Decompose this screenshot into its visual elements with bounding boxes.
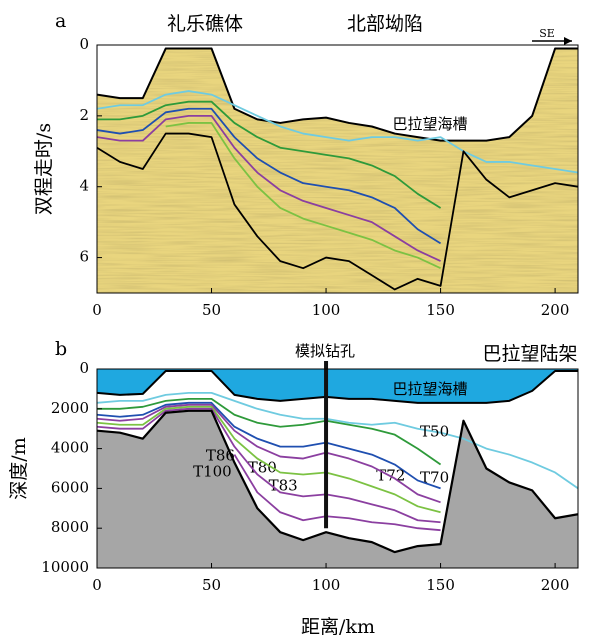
x-tick-label: 150 [426, 576, 455, 594]
boundary-line [97, 47, 578, 142]
y-tick-label: 0 [79, 35, 89, 53]
y-tick-label: 2 [79, 106, 89, 124]
annotation: 巴拉望海槽 [392, 115, 467, 133]
y-tick-label: 0 [79, 359, 89, 377]
horizon-label: T70 [420, 469, 449, 487]
horizon-label: T86 [206, 447, 235, 465]
horizon-label: T50 [420, 423, 449, 441]
x-tick-label: 0 [92, 301, 102, 319]
y-axis-label: 深度/m [8, 437, 30, 499]
x-tick-label: 100 [312, 301, 341, 319]
boundary-line [97, 409, 578, 554]
horizon-line [97, 391, 578, 490]
horizon-line [97, 407, 441, 524]
annotation: 巴拉望海槽 [392, 380, 467, 398]
horizon-line [233, 454, 441, 532]
x-tick-label: 200 [541, 576, 570, 594]
annotation: SE [539, 27, 555, 40]
y-tick-label: 6000 [51, 478, 89, 496]
panel: 巴拉望海槽 0 2 4 6 0 50 100 150 200 双程走时/s [33, 35, 579, 319]
plot-frame [96, 44, 579, 294]
area-fill [97, 45, 578, 141]
y-tick-label: 4 [79, 177, 89, 195]
boundary-line [97, 107, 442, 245]
boundary-line [97, 90, 578, 174]
horizon-line [97, 397, 442, 466]
y-tick-label: 2000 [51, 399, 89, 417]
arrow-head [564, 37, 572, 45]
y-tick-label: 4000 [51, 439, 89, 457]
area-fill [97, 410, 578, 568]
horizon-line [97, 401, 441, 490]
horizon-line [97, 405, 441, 514]
boundary-line [97, 132, 578, 291]
annotation: 模拟钻孔 [295, 342, 355, 360]
horizon-label: T83 [269, 476, 298, 494]
x-tick-label: 200 [541, 301, 570, 319]
y-tick-label: 6 [79, 248, 89, 266]
annotation: 巴拉望陆架 [482, 343, 577, 365]
boundary-line [165, 122, 441, 270]
boundary-line [97, 369, 578, 404]
x-tick-label: 0 [92, 576, 102, 594]
annotation: 北部坳陷 [347, 13, 423, 35]
panel-label: a [55, 10, 66, 32]
x-axis-label: 距离/km [301, 616, 375, 638]
y-tick-label: 10000 [41, 558, 89, 576]
x-tick-label: 100 [312, 576, 341, 594]
horizon-line [97, 403, 441, 504]
panel-label: b [55, 338, 67, 360]
x-tick-label: 50 [202, 576, 221, 594]
y-tick-label: 8000 [51, 518, 89, 536]
panel: T50T70T72T80T83T86T100巴拉望海槽0200040006000… [8, 359, 579, 638]
area-fill [97, 369, 578, 403]
x-tick-label: 150 [426, 301, 455, 319]
horizon-label: T100 [193, 463, 232, 481]
boundary-line [97, 114, 441, 262]
plot-frame [96, 368, 579, 569]
x-tick-label: 50 [202, 301, 221, 319]
boundary-line [97, 100, 442, 209]
y-axis-label: 双程走时/s [33, 123, 55, 215]
annotation: 礼乐礁体 [167, 13, 243, 35]
plot-area: 巴拉望海槽 [97, 45, 578, 293]
